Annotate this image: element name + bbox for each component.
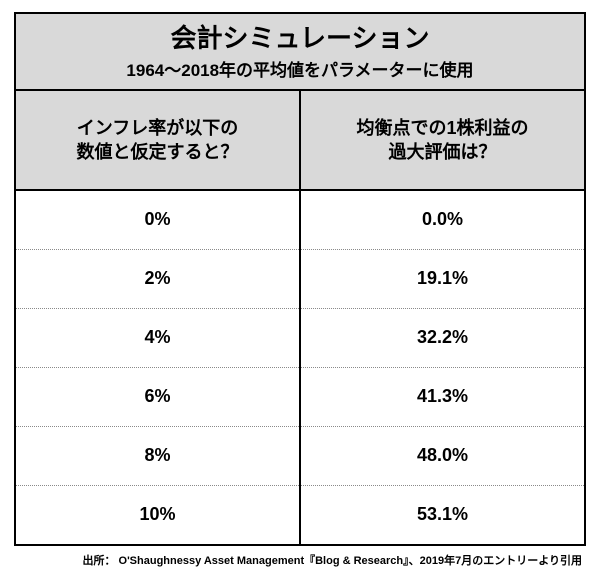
cell-rate: 2% (15, 249, 300, 308)
table-title-main: 会計シミュレーション (22, 24, 578, 54)
cell-over: 41.3% (300, 367, 585, 426)
column-header-left: インフレ率が以下の数値と仮定すると？ (15, 90, 300, 190)
cell-rate: 6% (15, 367, 300, 426)
table-row: 0% 0.0% (15, 190, 585, 250)
table-title-sub: 1964～2018年の平均値をパラメーターに使用 (22, 56, 578, 81)
cell-rate: 10% (15, 485, 300, 545)
cell-over: 32.2% (300, 308, 585, 367)
cell-over: 48.0% (300, 426, 585, 485)
table-row: 10% 53.1% (15, 485, 585, 545)
table-row: 2% 19.1% (15, 249, 585, 308)
cell-rate: 4% (15, 308, 300, 367)
cell-over: 19.1% (300, 249, 585, 308)
table-row: 8% 48.0% (15, 426, 585, 485)
table-title-cell: 会計シミュレーション 1964～2018年の平均値をパラメーターに使用 (15, 13, 585, 90)
column-header-right: 均衡点での1株利益の過大評価は？ (300, 90, 585, 190)
cell-rate: 0% (15, 190, 300, 250)
source-citation: 出所： O'Shaughnessy Asset Management『Blog … (14, 552, 586, 568)
cell-over: 53.1% (300, 485, 585, 545)
table-row: 6% 41.3% (15, 367, 585, 426)
cell-rate: 8% (15, 426, 300, 485)
simulation-table: 会計シミュレーション 1964～2018年の平均値をパラメーターに使用 インフレ… (14, 12, 586, 546)
table-row: 4% 32.2% (15, 308, 585, 367)
cell-over: 0.0% (300, 190, 585, 250)
